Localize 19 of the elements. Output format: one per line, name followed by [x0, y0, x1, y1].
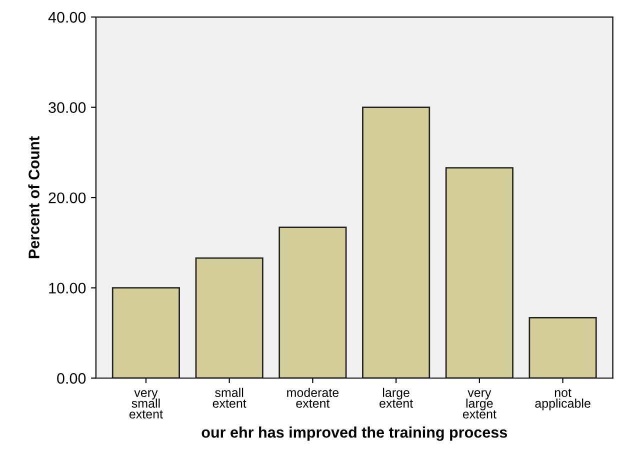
- x-tick-label: large extent: [380, 388, 413, 408]
- bar: [528, 316, 597, 378]
- y-tick-label: 10.00: [49, 282, 86, 294]
- y-tick-label: 30.00: [48, 102, 86, 113]
- bar: [195, 257, 264, 378]
- x-tick-label: not applicable: [535, 388, 590, 410]
- y-tick-label: 40.00: [48, 12, 86, 23]
- bar: [278, 226, 347, 378]
- bar: [112, 287, 180, 378]
- x-tick-label: very small extent: [129, 390, 163, 419]
- x-tick-label: moderate extent: [287, 388, 339, 408]
- x-tick-label: small extent: [212, 388, 246, 408]
- bar: [362, 106, 430, 378]
- y-tick-label: 0.00: [57, 372, 86, 384]
- y-axis-title: Percent of Count: [28, 136, 40, 258]
- y-tick-label: 20.00: [48, 192, 86, 204]
- x-axis-title: our ehr has improved the training process: [202, 426, 507, 441]
- x-tick-label: very large extent: [462, 390, 496, 419]
- bar: [445, 167, 514, 378]
